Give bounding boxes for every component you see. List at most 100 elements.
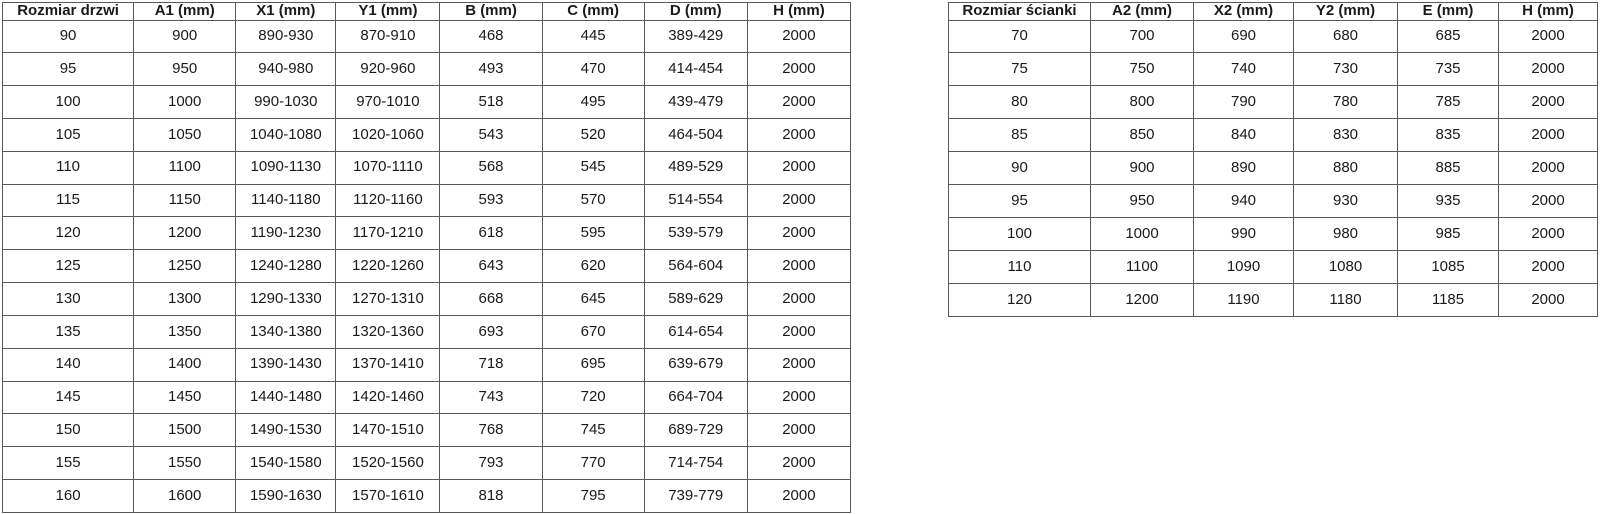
- cell: 1250: [133, 249, 237, 284]
- cell: 985: [1397, 217, 1499, 252]
- cell: 105: [1, 117, 135, 152]
- cell: 110: [948, 250, 1091, 284]
- table-row: 100 1000 990 980 985 2000: [948, 217, 1598, 252]
- cell: 545: [541, 150, 645, 185]
- cell: 2000: [1498, 184, 1598, 219]
- cell: 2000: [746, 413, 852, 448]
- cell: 2000: [746, 52, 852, 87]
- cell: 1180: [1293, 283, 1398, 317]
- cell: 1340-1380: [235, 314, 337, 349]
- table-row: 90 900 890-930 870-910 468 445 389-429 2000: [1, 19, 852, 54]
- cell: 768: [439, 413, 543, 448]
- cell: 514-554: [643, 183, 748, 218]
- column-header: X1 (mm): [235, 2, 337, 21]
- cell: 1550: [133, 446, 237, 481]
- cell: 445: [541, 19, 645, 54]
- column-header: B (mm): [439, 2, 543, 21]
- wall-size-table-head: Rozmiar ścianki A2 (mm) X2 (mm) Y2 (mm) E (m…: [948, 2, 1598, 21]
- cell: 785: [1397, 85, 1499, 120]
- cell: 1520-1560: [335, 446, 441, 481]
- table-row: 135 1350 1340-1380 1320-1360 693 670 614-654 20…: [1, 314, 852, 349]
- cell: 1040-1080: [235, 117, 337, 152]
- cell: 990: [1193, 217, 1294, 252]
- cell: 935: [1397, 184, 1499, 219]
- cell: 1290-1330: [235, 282, 337, 316]
- cell: 1000: [1090, 217, 1194, 252]
- cell: 940-980: [235, 52, 337, 87]
- cell: 2000: [1498, 85, 1598, 120]
- cell: 2000: [1498, 52, 1598, 87]
- column-header: D (mm): [643, 2, 748, 21]
- cell: 100: [1, 85, 135, 119]
- cell: 680: [1293, 19, 1398, 54]
- cell: 790: [1193, 85, 1294, 120]
- cell: 155: [1, 446, 135, 481]
- cell: 1140-1180: [235, 183, 337, 218]
- table-row: 95 950 940-980 920-960 493 470 414-454 2000: [1, 52, 852, 87]
- column-header: X2 (mm): [1193, 2, 1294, 21]
- cell: 643: [439, 249, 543, 284]
- table-row: 150 1500 1490-1530 1470-1510 768 745 689-729 20…: [1, 413, 852, 448]
- column-header: H (mm): [746, 2, 852, 21]
- cell: 1220-1260: [335, 249, 441, 284]
- table-row: 70 700 690 680 685 2000: [948, 19, 1598, 54]
- cell: 1240-1280: [235, 249, 337, 284]
- cell: 1100: [1090, 250, 1194, 284]
- cell: 2000: [746, 19, 852, 54]
- cell: 125: [1, 249, 135, 284]
- cell: 870-910: [335, 19, 441, 54]
- cell: 930: [1293, 184, 1398, 219]
- cell: 970-1010: [335, 85, 441, 119]
- cell: 739-779: [643, 479, 748, 513]
- cell: 1450: [133, 380, 237, 415]
- cell: 1050: [133, 117, 237, 152]
- cell: 885: [1397, 151, 1499, 186]
- cell: 800: [1090, 85, 1194, 120]
- cell: 80: [948, 85, 1091, 120]
- cell: 90: [1, 19, 135, 54]
- cell: 850: [1090, 118, 1194, 153]
- cell: 693: [439, 314, 543, 349]
- cell: 2000: [746, 314, 852, 349]
- header-row: Rozmiar drzwi A1 (mm) X1 (mm) Y1 (mm) B (mm)…: [1, 2, 852, 21]
- cell: 1370-1410: [335, 347, 441, 382]
- cell: 1085: [1397, 250, 1499, 284]
- cell: 1200: [133, 216, 237, 251]
- cell: 90: [948, 151, 1091, 186]
- cell: 1500: [133, 413, 237, 448]
- cell: 439-479: [643, 85, 748, 119]
- cell: 900: [1090, 151, 1194, 186]
- column-header: A2 (mm): [1090, 2, 1194, 21]
- table-row: 130 1300 1290-1330 1270-1310 668 645 589-629 20…: [1, 282, 852, 316]
- cell: 2000: [1498, 118, 1598, 153]
- cell: 1200: [1090, 283, 1194, 317]
- cell: 2000: [746, 85, 852, 119]
- door-size-table-body: 90 900 890-930 870-910 468 445 389-429 2000 95 95…: [1, 19, 852, 513]
- cell: 539-579: [643, 216, 748, 251]
- cell: 780: [1293, 85, 1398, 120]
- cell: 2000: [746, 479, 852, 513]
- cell: 685: [1397, 19, 1499, 54]
- cell: 1470-1510: [335, 413, 441, 448]
- table-row: 95 950 940 930 935 2000: [948, 184, 1598, 219]
- cell: 1300: [133, 282, 237, 316]
- cell: 770: [541, 446, 645, 481]
- cell: 1170-1210: [335, 216, 441, 251]
- cell: 1350: [133, 314, 237, 349]
- column-header: C (mm): [541, 2, 645, 21]
- cell: 664-704: [643, 380, 748, 415]
- cell: 145: [1, 380, 135, 415]
- table-row: 80 800 790 780 785 2000: [948, 85, 1598, 120]
- table-row: 140 1400 1390-1430 1370-1410 718 695 639-679 20…: [1, 347, 852, 382]
- cell: 740: [1193, 52, 1294, 87]
- cell: 1190-1230: [235, 216, 337, 251]
- cell: 495: [541, 85, 645, 119]
- wall-size-table: Rozmiar ścianki A2 (mm) X2 (mm) Y2 (mm) E (m…: [948, 2, 1598, 317]
- cell: 2000: [746, 347, 852, 382]
- cell: 593: [439, 183, 543, 218]
- column-header: Rozmiar drzwi: [1, 2, 135, 21]
- cell: 2000: [746, 216, 852, 251]
- cell: 690: [1193, 19, 1294, 54]
- column-header: Rozmiar ścianki: [948, 2, 1091, 21]
- cell: 464-504: [643, 117, 748, 152]
